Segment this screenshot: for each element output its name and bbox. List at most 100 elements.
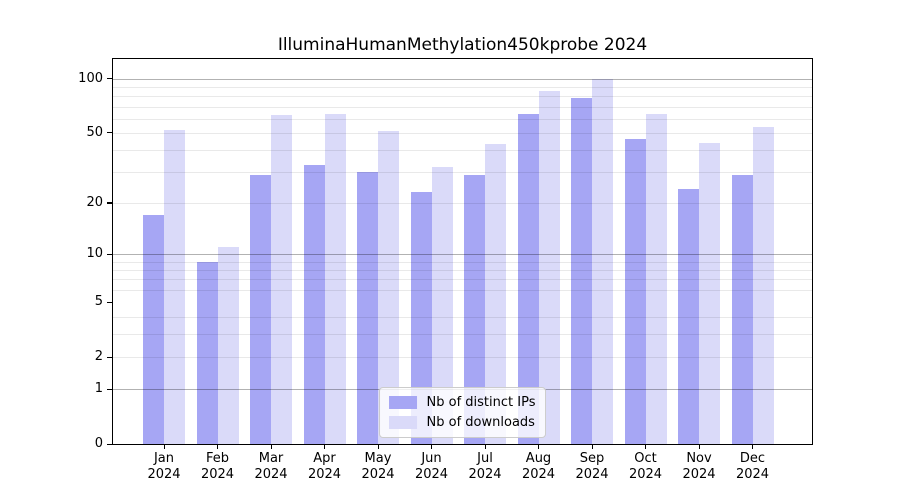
gridline-2 bbox=[113, 357, 812, 359]
x-tick-year: 2024 bbox=[521, 467, 556, 482]
y-tick-label-1: 1 bbox=[94, 381, 103, 397]
gridline-6 bbox=[113, 289, 812, 291]
x-tick-year: 2024 bbox=[735, 467, 770, 482]
y-tick-10 bbox=[107, 253, 113, 255]
x-tick-month: Nov bbox=[686, 451, 712, 466]
x-tick-jan bbox=[163, 444, 165, 449]
y-tick-5 bbox=[107, 301, 113, 303]
y-tick-label-50: 50 bbox=[86, 124, 103, 140]
x-tick-month: Jun bbox=[421, 451, 442, 466]
x-tick-label-feb: Feb 2024 bbox=[186, 451, 250, 483]
y-tick-label-2: 2 bbox=[94, 349, 103, 365]
bar-distinct-ips-sep bbox=[571, 98, 592, 444]
bar-distinct-ips-jul bbox=[464, 174, 485, 444]
legend-label-distinct-ips: Nb of distinct IPs bbox=[426, 395, 536, 410]
x-tick-month: Jan bbox=[153, 451, 175, 466]
legend-label-downloads: Nb of downloads bbox=[426, 415, 535, 430]
gridline-50 bbox=[113, 132, 812, 134]
gridline-90 bbox=[113, 86, 812, 88]
x-tick-year: 2024 bbox=[682, 467, 716, 482]
bar-downloads-nov bbox=[699, 142, 720, 444]
bar-distinct-ips-may bbox=[357, 172, 378, 444]
x-tick-aug bbox=[538, 444, 540, 449]
x-tick-label-jul: Jul 2024 bbox=[453, 451, 517, 483]
gridline-3 bbox=[113, 334, 812, 336]
bar-distinct-ips-mar bbox=[250, 174, 271, 444]
bar-downloads-may bbox=[378, 131, 399, 444]
y-tick-100 bbox=[107, 78, 113, 80]
bar-downloads-sep bbox=[592, 78, 613, 444]
bar-downloads-jan bbox=[164, 129, 185, 444]
x-tick-month: Oct bbox=[634, 451, 657, 466]
x-tick-year: 2024 bbox=[414, 467, 449, 482]
x-tick-month: Apr bbox=[313, 451, 336, 466]
bar-distinct-ips-oct bbox=[624, 139, 646, 444]
x-tick-label-apr: Apr 2024 bbox=[293, 451, 357, 483]
gridline-100 bbox=[113, 78, 812, 80]
bar-downloads-dec bbox=[752, 126, 774, 444]
x-tick-mar bbox=[270, 444, 272, 449]
gridline-9 bbox=[113, 261, 812, 263]
gridline-8 bbox=[113, 270, 812, 272]
x-tick-label-may: May 2024 bbox=[346, 451, 410, 483]
bar-downloads-aug bbox=[538, 91, 560, 444]
x-tick-month: Dec bbox=[739, 451, 766, 466]
x-tick-year: 2024 bbox=[307, 467, 342, 482]
bar-distinct-ips-aug bbox=[517, 113, 539, 444]
y-tick-label-10: 10 bbox=[86, 246, 103, 262]
bar-downloads-apr bbox=[324, 113, 346, 444]
x-tick-month: Aug bbox=[525, 451, 552, 466]
x-tick-oct bbox=[645, 444, 647, 449]
bar-downloads-jun bbox=[431, 167, 453, 444]
x-tick-jun bbox=[431, 444, 433, 449]
x-tick-year: 2024 bbox=[200, 467, 235, 482]
x-tick-label-jan: Jan 2024 bbox=[132, 451, 196, 483]
plot-area: Nb of distinct IPs Nb of downloads bbox=[113, 59, 812, 444]
x-tick-year: 2024 bbox=[361, 467, 395, 482]
x-tick-label-dec: Dec 2024 bbox=[721, 451, 785, 483]
x-tick-month: May bbox=[364, 451, 392, 466]
gridline-60 bbox=[113, 118, 812, 120]
gridline-30 bbox=[113, 172, 812, 174]
bar-distinct-ips-feb bbox=[196, 261, 218, 444]
y-tick-label-100: 100 bbox=[78, 70, 103, 86]
x-tick-year: 2024 bbox=[468, 467, 502, 482]
x-tick-label-jun: Jun 2024 bbox=[400, 451, 464, 483]
x-tick-year: 2024 bbox=[628, 467, 663, 482]
legend-swatch-distinct-ips bbox=[388, 396, 417, 409]
y-tick-50 bbox=[107, 132, 113, 134]
bar-downloads-oct bbox=[645, 113, 667, 444]
x-tick-sep bbox=[591, 444, 593, 449]
bar-distinct-ips-apr bbox=[303, 164, 325, 444]
y-tick-20 bbox=[107, 202, 113, 204]
bars-layer bbox=[113, 59, 812, 444]
gridline-10 bbox=[113, 254, 812, 256]
y-tick-0 bbox=[107, 443, 113, 445]
x-tick-year: 2024 bbox=[147, 467, 181, 482]
bar-distinct-ips-jun bbox=[410, 192, 432, 444]
legend-row-downloads: Nb of downloads bbox=[388, 415, 536, 430]
y-tick-2 bbox=[107, 356, 113, 358]
y-tick-1 bbox=[107, 388, 113, 390]
x-tick-year: 2024 bbox=[575, 467, 609, 482]
bar-distinct-ips-nov bbox=[678, 189, 699, 444]
y-tick-label-0: 0 bbox=[94, 436, 103, 451]
x-tick-apr bbox=[324, 444, 326, 449]
x-tick-may bbox=[377, 444, 379, 449]
bar-distinct-ips-dec bbox=[731, 174, 753, 444]
x-tick-jul bbox=[484, 444, 486, 449]
x-tick-month: Mar bbox=[258, 451, 284, 466]
chart-title: IlluminaHumanMethylation450kprobe 2024 bbox=[277, 35, 648, 55]
gridline-7 bbox=[113, 279, 812, 281]
y-tick-label-5: 5 bbox=[94, 294, 103, 310]
gridline-20 bbox=[113, 202, 812, 204]
x-tick-month: Jul bbox=[477, 451, 493, 466]
gridline-80 bbox=[113, 96, 812, 98]
x-tick-year: 2024 bbox=[254, 467, 288, 482]
y-tick-label-20: 20 bbox=[86, 194, 103, 210]
x-tick-month: Sep bbox=[579, 451, 605, 466]
x-tick-label-mar: Mar 2024 bbox=[239, 451, 303, 483]
x-tick-nov bbox=[698, 444, 700, 449]
x-tick-label-aug: Aug 2024 bbox=[507, 451, 571, 483]
